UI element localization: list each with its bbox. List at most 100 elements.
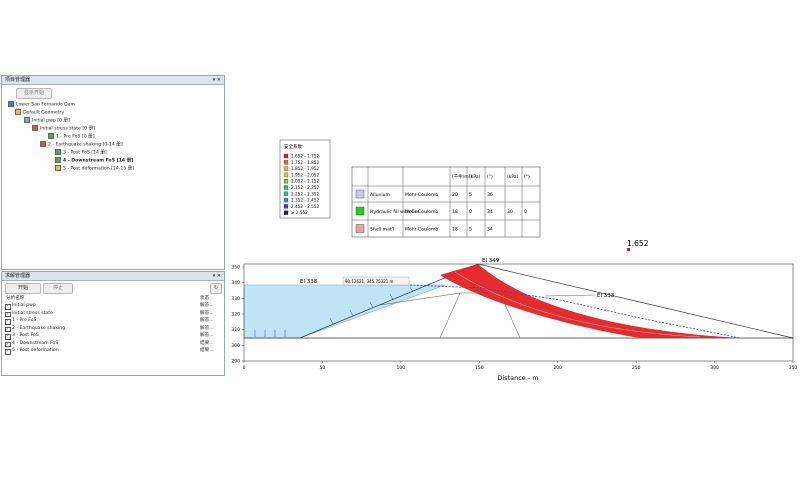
legend-box — [279, 139, 331, 219]
legend-swatch — [283, 197, 289, 203]
x-tick-label: 0 — [243, 365, 246, 371]
elevation-label: El 349 — [482, 258, 500, 264]
y-tick-label: 340 — [231, 280, 240, 286]
slip-band — [440, 264, 740, 338]
project-manager: 项目管理器 ▾ ✕ 显示开始 Lower San Fernando Dam Defa… — [1, 75, 225, 270]
tree-icon — [48, 133, 54, 139]
legend-label: 2.452 - 2.552 — [291, 204, 319, 209]
tree-item[interactable]: Lower San Fernando Dam — [8, 101, 75, 109]
tree-icon — [15, 109, 21, 115]
elevation-label: El 333 — [597, 293, 615, 299]
table-header: (°) — [524, 174, 530, 180]
panel-title: 求解管理器 — [5, 273, 31, 279]
legend-label: 1.652 - 1.752 — [291, 154, 319, 159]
tree-item[interactable]: 1 - Pre FoS [0 册] — [48, 133, 95, 141]
analysis-name: 3 - Post FoS — [12, 333, 39, 338]
analysis-name: 5 - Post deformation — [12, 348, 59, 353]
analysis-name: 2 - Earthquake shaking — [12, 325, 66, 331]
legend-swatch — [283, 204, 289, 209]
tree-item[interactable]: Initial stress state [0 册] — [32, 125, 95, 133]
tree-item[interactable]: 3 - Post FoS [14 册] — [55, 149, 107, 157]
legend-swatch — [283, 172, 289, 178]
legend-label: 2.052 - 2.152 — [291, 179, 319, 184]
table-cell: 0 — [524, 209, 527, 215]
analysis-name: Initial stress state — [12, 310, 53, 316]
column-header: 分析名称 — [6, 296, 25, 301]
legend-title: 安全系数 — [284, 143, 302, 150]
checkbox[interactable]: ✓ — [5, 311, 11, 317]
checkbox[interactable]: ✓ — [5, 341, 11, 347]
legend-label: 2.152 - 2.252 — [291, 185, 319, 190]
start-solve-button[interactable]: 开始 — [5, 283, 41, 294]
legend-swatch — [283, 153, 289, 159]
tree-icon — [8, 101, 14, 107]
legend-swatch — [283, 191, 289, 196]
phreatic-line — [409, 284, 741, 339]
legend-swatch — [283, 185, 289, 190]
legend-label: 1.852 - 1.952 — [291, 166, 319, 171]
analysis-status: 解答... — [200, 325, 214, 331]
table-header: (kPa) — [469, 174, 481, 180]
x-tick-label: 200 — [553, 365, 562, 371]
legend-label: 2.352 - 2.452 — [291, 198, 319, 203]
tree-icon — [32, 125, 38, 131]
tree-label: Default Geometry — [23, 110, 65, 116]
tree-label: 3 - Post FoS [14 册] — [63, 150, 107, 156]
refresh-button[interactable]: ↻ — [210, 283, 222, 294]
tree-label: 1 - Pre FoS [0 册] — [56, 134, 95, 140]
material-swatch — [355, 206, 365, 216]
table-header: (°) — [487, 174, 493, 180]
elevation-label: El 338 — [300, 279, 318, 285]
coordinate-box — [342, 276, 410, 286]
start-button[interactable]: 显示开始 — [16, 88, 52, 99]
y-tick-label: 300 — [231, 343, 240, 349]
tree-item[interactable]: 5 - Post deformation [14-15 册] — [55, 165, 134, 173]
checkbox[interactable]: ✓ — [5, 349, 11, 355]
x-tick-label: 350 — [789, 365, 798, 371]
analysis-status: 结果... — [200, 340, 214, 346]
checkbox[interactable]: ✓ — [5, 334, 11, 340]
tree-icon — [55, 157, 61, 163]
y-tick-label: 310 — [231, 327, 240, 333]
tree-label: 4 - Downstream FoS [14 册] — [63, 158, 134, 164]
tree-label: Initial stress state [0 册] — [40, 126, 95, 132]
tree-icon — [55, 165, 61, 171]
tree-item[interactable]: Default Geometry — [15, 109, 64, 117]
analysis-name: 1 - Pre FoS — [12, 318, 37, 323]
table-cell: Shell mat'l — [370, 227, 394, 233]
material-swatch — [355, 189, 365, 199]
column-header: 状态 — [200, 296, 210, 301]
tree-item[interactable]: 2 - Earthquake shaking [0-14 册] — [40, 141, 123, 149]
tree-item[interactable]: 4 - Downstream FoS [14 册] — [55, 157, 133, 165]
core-line — [439, 292, 461, 339]
pressure-arrows — [254, 286, 414, 337]
table-cell: 18 — [452, 227, 458, 233]
x-tick-label: 150 — [475, 365, 484, 371]
stop-button[interactable]: 停止 — [43, 283, 73, 294]
tree-item[interactable]: Initial pwp [0 册] — [24, 117, 70, 125]
analysis-status: 解答... — [200, 333, 214, 338]
legend-label: ≥ 2.552 — [291, 210, 308, 215]
slip-line — [454, 271, 701, 338]
legend-swatch — [283, 160, 289, 165]
tree-label: Lower San Fernando Dam — [16, 102, 76, 108]
y-tick-label: 330 — [231, 296, 240, 302]
checkbox[interactable]: ✓ — [5, 319, 11, 325]
tree-label: Initial pwp [0 册] — [32, 118, 70, 124]
analysis-name: Initial pwp — [12, 303, 36, 308]
y-tick-label: 320 — [231, 312, 240, 318]
analysis-name: 4 - Downstream FoS — [12, 340, 59, 346]
y-tick-label: 290 — [231, 359, 240, 365]
legend-label: 1.952 - 2.052 — [291, 172, 319, 177]
tree-icon — [24, 117, 30, 123]
fos-label: 1.652 — [627, 239, 649, 248]
analysis-status: 解答... — [200, 310, 214, 316]
x-axis-label: Distance - m — [497, 374, 538, 382]
checkbox[interactable]: ✓ — [5, 326, 11, 332]
panel-title-bar: 求解管理器 ▾ ✕ — [2, 272, 224, 281]
table-cell: 5 — [469, 192, 472, 198]
analysis-status: 解答... — [200, 303, 214, 308]
legend-swatch — [283, 166, 289, 171]
checkbox[interactable]: ✓ — [5, 304, 11, 310]
